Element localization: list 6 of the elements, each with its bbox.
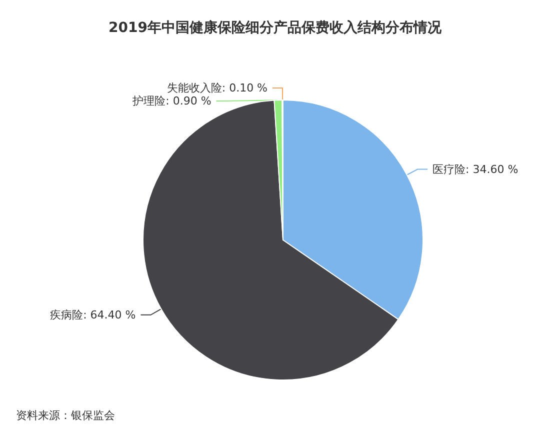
text: 资料来源：银保监会 — [16, 409, 115, 422]
slice-label: 医疗险: 34.60 % — [432, 162, 518, 176]
slice-label: 护理险: 0.90 % — [132, 94, 212, 108]
slice-label: 失能收入险: 0.10 % — [166, 82, 268, 94]
slice-label: 疾病险: 64.40 % — [50, 308, 136, 322]
chart-title: 2019年中国健康保险细分产品保费收入结构分布情况 — [108, 19, 442, 36]
